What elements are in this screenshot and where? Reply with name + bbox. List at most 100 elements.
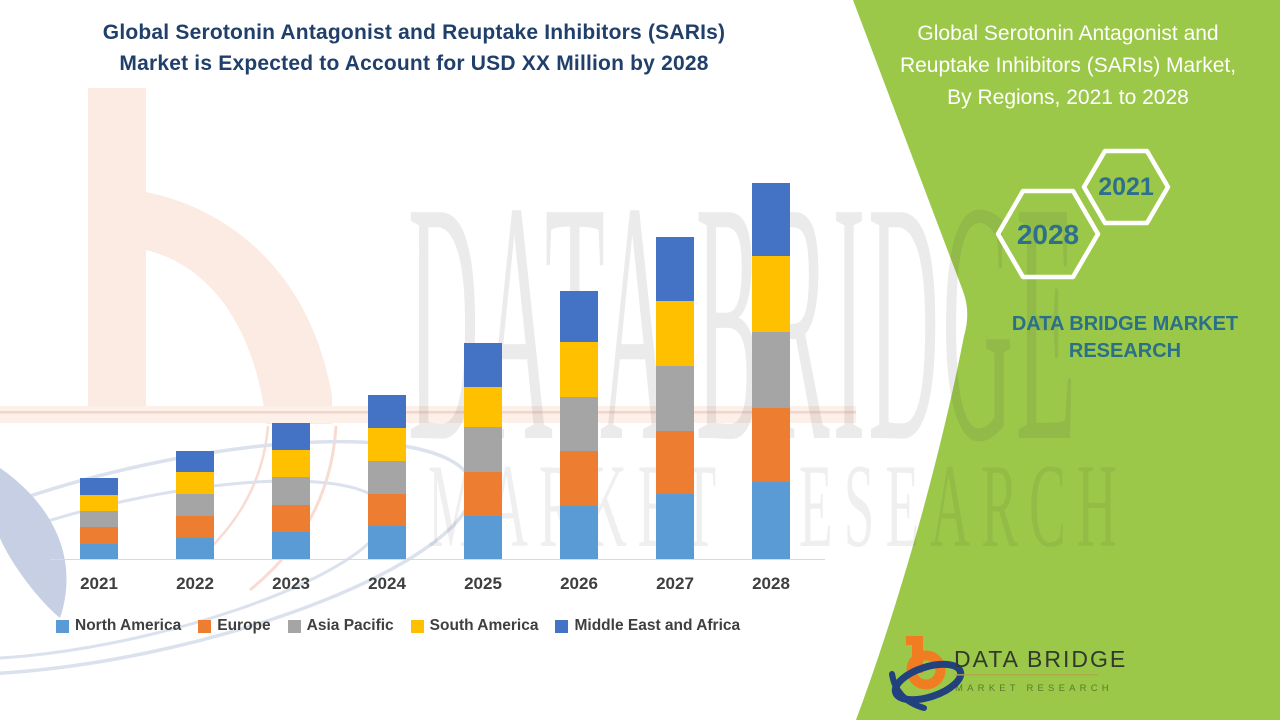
bar-2027: 2027 <box>656 237 694 593</box>
bar-segment <box>80 478 118 495</box>
bar-segment <box>176 472 214 494</box>
logo-brand-text: DATA BRIDGE <box>954 646 1127 672</box>
bar-segment <box>752 183 790 256</box>
bar-2021: 2021 <box>80 478 118 593</box>
panel-title-line3: By Regions, 2021 to 2028 <box>947 86 1189 109</box>
bar-segment <box>368 526 406 559</box>
bar-2026: 2026 <box>560 291 598 593</box>
panel-title-line2: Reuptake Inhibitors (SARIs) Market, <box>899 54 1237 77</box>
watermark-arc-inner <box>203 425 270 555</box>
legend-label: Middle East and Africa <box>574 617 741 634</box>
bar-segment <box>656 301 694 366</box>
hexagon-2021 <box>1081 148 1171 226</box>
bar-segment <box>272 450 310 477</box>
bar-segment <box>368 494 406 526</box>
stacked-bar-chart: 2021 2022 2023 2024 2025 2026 2027 2028 <box>50 180 825 593</box>
axis-label-2022: 2022 <box>176 574 214 593</box>
bar-segment <box>80 527 118 544</box>
bar-segment <box>464 387 502 427</box>
bar-segment <box>656 237 694 301</box>
bar-segment <box>560 506 598 559</box>
legend-swatch-icon <box>410 619 424 633</box>
axis-label-2023: 2023 <box>272 574 310 593</box>
bar-segment <box>272 505 310 532</box>
page-title-line2: Market is Expected to Account for USD XX… <box>119 52 709 75</box>
axis-label-2028: 2028 <box>752 574 790 593</box>
bar-segment <box>560 451 598 506</box>
bar-segment <box>752 408 790 482</box>
bar-segment <box>272 477 310 505</box>
legend-label: Europe <box>217 617 271 634</box>
bar-segment <box>176 451 214 472</box>
watermark-stripe-line <box>0 411 856 414</box>
bar-segment <box>752 332 790 408</box>
legend-item: Europe <box>198 617 271 635</box>
legend-label: Asia Pacific <box>306 617 394 634</box>
page-title-line1: Global Serotonin Antagonist and Reuptake… <box>102 21 726 44</box>
page-title: Global Serotonin Antagonist and Reuptake… <box>28 17 800 79</box>
bar-segment <box>368 428 406 461</box>
bar-segment <box>464 472 502 516</box>
bar-2024: 2024 <box>368 395 406 593</box>
watermark-navy-crescent <box>0 468 67 618</box>
bar-segment <box>176 538 214 559</box>
legend-item: North America <box>56 617 181 635</box>
bar-2023: 2023 <box>272 423 310 593</box>
badge-year-2028: 2028 <box>1016 219 1080 250</box>
panel-brand-line2: RESEARCH <box>1068 340 1182 362</box>
watermark-stripe <box>0 406 856 423</box>
legend-swatch-icon <box>287 619 301 633</box>
watermark-b-bowl <box>146 192 332 424</box>
bar-segment <box>560 291 598 342</box>
watermark-b-stem <box>88 88 146 418</box>
bar-segment <box>368 461 406 494</box>
panel-title-line1: Global Serotonin Antagonist and <box>917 22 1219 45</box>
bar-segment <box>176 516 214 538</box>
legend-item: South America <box>410 617 538 635</box>
legend-swatch-icon <box>555 619 569 633</box>
bar-segment <box>80 511 118 527</box>
bar-segment <box>656 431 694 494</box>
bar-segment <box>464 516 502 559</box>
badge-year-2021: 2021 <box>1098 173 1154 201</box>
legend-item: Asia Pacific <box>287 617 394 635</box>
green-panel-shape <box>853 0 1280 720</box>
bar-2022: 2022 <box>176 451 214 593</box>
panel-brand-text: DATA BRIDGE MARKET RESEARCH <box>985 311 1265 365</box>
axis-label-2021: 2021 <box>80 574 118 593</box>
bar-2025: 2025 <box>464 343 502 593</box>
year-badges <box>995 148 1171 280</box>
legend-swatch-icon <box>198 619 212 633</box>
bar-segment <box>80 495 118 511</box>
watermark-arc-outer <box>249 425 338 592</box>
axis-label-2024: 2024 <box>368 574 406 593</box>
bar-segment <box>464 343 502 387</box>
databridge-logo: DATA BRIDGE MARKET RESEARCH <box>889 636 1127 711</box>
panel-title: Global Serotonin Antagonist and Reuptake… <box>866 18 1270 114</box>
bar-segment <box>80 544 118 559</box>
chart-legend: North America Europe Asia Pacific South Ame… <box>56 617 740 635</box>
bar-2028: 2028 <box>752 183 790 593</box>
bar-segment <box>656 366 694 431</box>
bar-segment <box>368 395 406 428</box>
bar-segment <box>272 532 310 559</box>
panel-brand-line1: DATA BRIDGE MARKET <box>1011 313 1239 335</box>
axis-label-2026: 2026 <box>560 574 598 593</box>
bar-segment <box>560 342 598 397</box>
legend-item: Middle East and Africa <box>555 617 740 635</box>
hexagon-2028 <box>995 188 1101 280</box>
bar-segment <box>752 256 790 332</box>
logo-underline <box>954 674 1098 676</box>
legend-label: North America <box>75 617 182 634</box>
databridge-logo-mark <box>889 636 965 711</box>
axis-label-2027: 2027 <box>656 574 694 593</box>
bar-segment <box>656 494 694 559</box>
bar-segment <box>752 482 790 559</box>
bar-segment <box>272 423 310 450</box>
legend-swatch-icon <box>56 619 69 633</box>
logo-sub-text: MARKET RESEARCH <box>955 683 1113 694</box>
bar-segment <box>176 494 214 516</box>
